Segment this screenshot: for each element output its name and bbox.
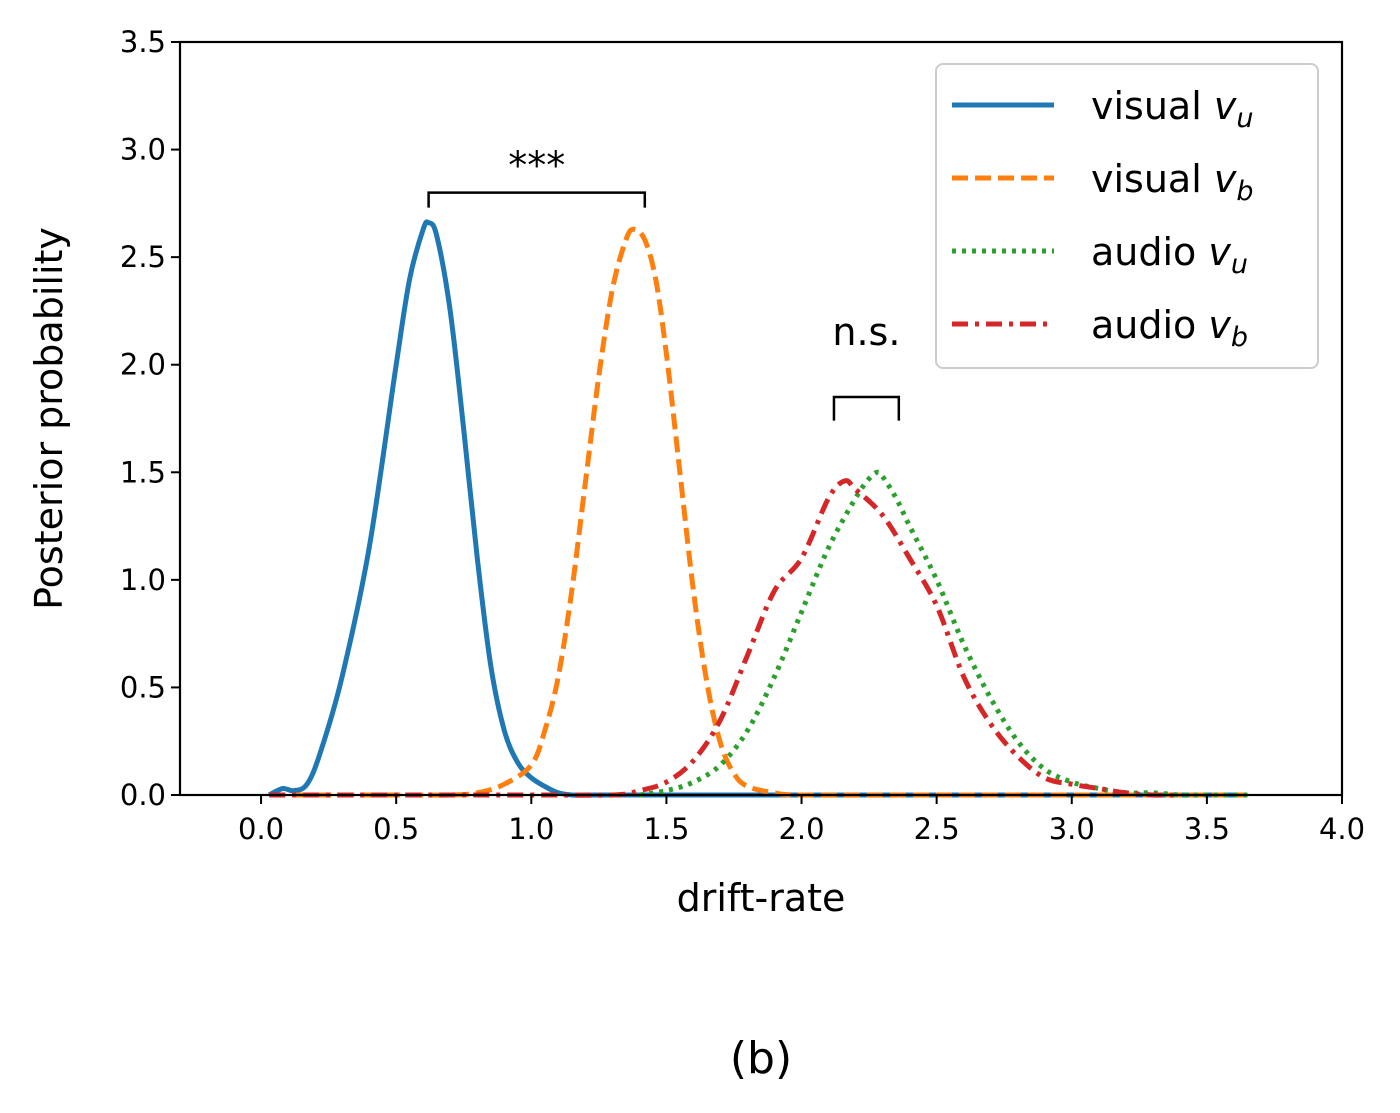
legend-frame <box>935 63 1319 369</box>
x-tick-label: 3.5 <box>1184 812 1230 846</box>
x-tick-label: 2.5 <box>914 812 960 846</box>
y-tick-label: 3.0 <box>120 133 166 167</box>
y-tick-label: 0.5 <box>120 670 166 704</box>
y-tick-label: 2.0 <box>120 348 166 382</box>
x-tick-label: 1.0 <box>508 812 554 846</box>
y-tick-label: 1.0 <box>120 563 166 597</box>
significance-bracket-2 <box>832 395 901 421</box>
x-tick-label: 4.0 <box>1319 812 1365 846</box>
y-tick-label: 2.5 <box>120 240 166 274</box>
x-tick-label: 0.5 <box>373 812 419 846</box>
legend-label-3: audio vu <box>1091 230 1248 280</box>
x-tick-label: 0.0 <box>238 812 284 846</box>
x-tick-label: 1.5 <box>643 812 689 846</box>
x-tick-label: 3.0 <box>1049 812 1095 846</box>
series-line-3 <box>639 469 1248 798</box>
x-tick-label: 2.0 <box>778 812 824 846</box>
significance-label-1: *** <box>508 144 565 188</box>
series-line-4 <box>269 478 1180 798</box>
legend-label-1: visual vu <box>1091 84 1253 134</box>
legend-label-2: visual vb <box>1091 157 1254 207</box>
y-tick-label: 0.0 <box>120 778 166 812</box>
legend-label-4: audio vb <box>1091 303 1248 353</box>
figure-caption: (b) <box>730 1033 792 1084</box>
y-tick-label: 1.5 <box>120 455 166 489</box>
axes: 0.0 0.5 1.0 1.5 2.0 2.5 3.0 3.5 4.0 0.0 0.5 1.0 1.5 2… <box>120 25 1365 846</box>
series-line-2 <box>269 226 1248 798</box>
y-axis-title: Posterior probability <box>27 227 71 610</box>
significance-annotations: *** n.s. <box>427 144 901 421</box>
x-axis-title: drift-rate <box>677 876 846 920</box>
significance-bracket-1 <box>427 191 647 208</box>
significance-label-2: n.s. <box>832 310 900 354</box>
plot-frame <box>178 40 1344 797</box>
y-tick-label: 3.5 <box>120 25 166 59</box>
legend: visual vu visual vb audio vu audio vb <box>935 63 1319 369</box>
